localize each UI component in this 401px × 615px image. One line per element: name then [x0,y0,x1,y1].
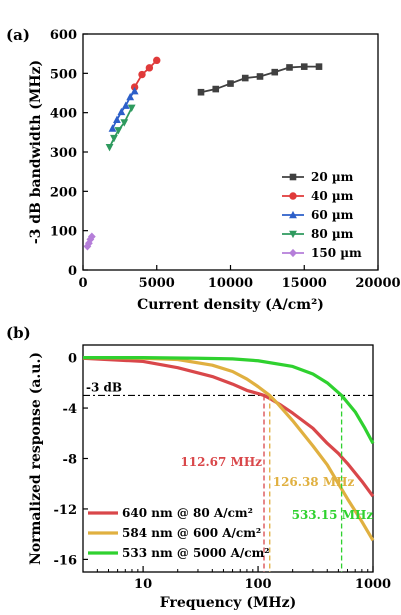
legend-label: 40 µm [311,189,354,203]
legend-label: 533 nm @ 5000 A/cm² [122,546,270,560]
y-tick-label: -8 [63,453,77,468]
series-line [82,356,375,498]
y-tick-label: 0 [68,264,77,279]
x-tick-label: 10 [134,577,152,592]
series-line [133,59,158,88]
panel-a-label: (a) [6,26,30,44]
series-1: 126.38 MHz [82,356,375,572]
data-point [197,88,205,96]
data-point [212,85,220,93]
data-point [117,107,126,116]
x-tick-label: 5000 [139,276,175,291]
panel-b-legend: 640 nm @ 80 A/cm² 584 nm @ 600 A/cm² 533 n… [88,506,270,560]
legend-label: 20 µm [311,170,354,184]
series-2: 533.15 MHz [83,356,375,572]
panel-b-label: (b) [6,324,31,342]
panel-a-y-axis-label: -3 dB bandwidth (MHz) [28,60,44,244]
x-tick-label: 1000 [355,577,391,592]
data-point [241,74,249,82]
legend-entry: 640 nm @ 80 A/cm² [88,506,253,520]
data-point [271,68,279,76]
y-tick-label: -4 [63,402,77,417]
data-point [120,119,129,127]
data-point [108,124,117,132]
legend-marker [289,192,297,200]
data-point [315,63,323,70]
x-tick-label: 10000 [208,276,253,291]
y-tick-label: 0 [68,352,77,367]
series-line [83,356,375,445]
legend-entry: 60 µm [282,208,354,222]
cutoff-annotation: 126.38 MHz [273,475,355,489]
panel-b-data: 112.67 MHz 126.38 MHz 533.15 MHz [82,356,375,572]
legend-marker [289,173,297,181]
legend-entry: 40 µm [282,189,354,203]
data-point [105,143,114,152]
legend-entry: 533 nm @ 5000 A/cm² [88,546,270,560]
data-point [300,63,308,70]
legend-label: 640 nm @ 80 A/cm² [122,506,253,520]
legend-marker [289,210,297,219]
panel-b-ticks: 10 100 1000 0 -4 -8 -12 -16 [54,352,392,592]
data-point [130,86,139,95]
series-3 [105,104,136,152]
y-tick-label: -16 [54,553,78,568]
cutoff-annotation: 112.67 MHz [180,455,262,469]
y-tick-label: 500 [50,67,77,82]
data-point [114,127,123,135]
data-point [127,104,136,113]
reference-label: -3 dB [86,380,122,394]
panel-b: (b) 10 100 1000 0 -4 -8 -12 -16 -3 dB 112.67 MH… [6,324,391,611]
panel-a-data [83,56,323,251]
cutoff-annotation: 533.15 MHz [292,508,374,522]
data-point [113,115,121,124]
panel-a: (a) 0 5000 10000 15000 20000 0 100 200 300 400 500… [6,26,401,313]
legend-label: 584 nm @ 600 A/cm² [122,526,261,540]
panel-b-reference: -3 dB [83,380,373,397]
series-0: 112.67 MHz [82,356,375,572]
legend-entry: 20 µm [282,170,354,184]
data-point [110,134,118,143]
legend-entry: 150 µm [282,246,362,260]
y-tick-label: 300 [50,146,77,161]
y-tick-label: 200 [50,185,77,200]
data-point [87,232,96,241]
y-tick-label: 600 [50,28,77,43]
data-point [138,70,146,79]
data-point [145,64,154,72]
data-point [256,73,264,80]
legend-label: 80 µm [311,227,354,241]
x-tick-label: 15000 [282,276,327,291]
legend-label: 60 µm [311,208,354,222]
legend-label: 150 µm [311,246,362,260]
x-tick-label: 20000 [355,276,400,291]
series-1 [130,56,161,91]
panel-a-ticks: 0 5000 10000 15000 20000 0 100 200 300 400 500 600 [50,28,401,291]
series-0 [197,63,323,96]
panel-b-x-axis-label: Frequency (MHz) [160,595,297,611]
series-2 [108,86,139,132]
y-tick-label: 100 [50,225,77,240]
legend-entry: 584 nm @ 600 A/cm² [88,526,261,540]
legend-marker [289,230,297,239]
x-tick-label: 0 [78,276,87,291]
data-point [286,64,293,71]
legend-marker [289,248,297,258]
data-point [227,80,234,87]
panel-b-y-axis-label: Normalized response (a.u.) [28,352,44,565]
series-line [82,356,375,542]
data-point [153,56,161,65]
y-tick-label: -12 [54,503,78,518]
data-point [126,92,135,101]
data-point [121,101,130,109]
panel-a-legend: 20 µm 40 µm 60 µm 80 µm 150 µm [282,170,362,260]
x-tick-label: 100 [244,577,271,592]
legend-entry: 80 µm [282,227,354,241]
y-tick-label: 400 [50,107,77,122]
panel-a-x-axis-label: Current density (A/cm²) [137,297,324,313]
series-4 [83,232,96,251]
